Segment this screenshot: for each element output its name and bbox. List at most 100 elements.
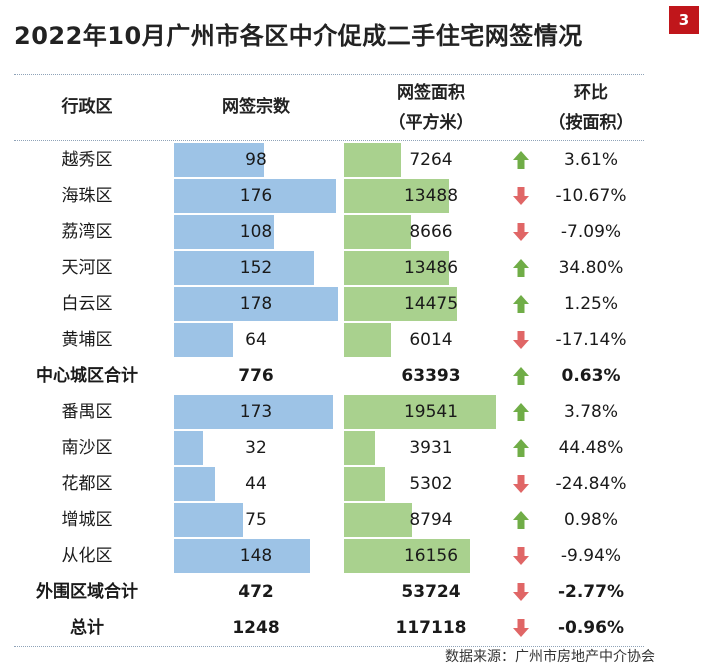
arrow-up-icon (513, 439, 529, 457)
area-bar (344, 143, 401, 177)
header-rule (14, 140, 644, 141)
arrow-down-icon (513, 475, 529, 493)
table-row: 南沙区 32 3931 44.48% (0, 430, 707, 466)
change-value: 3.78% (563, 402, 618, 422)
header-district: 行政区 (61, 97, 113, 117)
table-row: 黄埔区 64 6014 -17.14% (0, 322, 707, 358)
table-row: 花都区 44 5302 -24.84% (0, 466, 707, 502)
page-title: 2022年10月广州市各区中介促成二手住宅网签情况 (14, 22, 583, 50)
district-name: 南沙区 (61, 438, 113, 458)
count-bar (174, 467, 215, 501)
count-value: 178 (239, 294, 273, 314)
change-value: -24.84% (555, 474, 627, 494)
arrow-down-icon (513, 223, 529, 241)
area-value: 6014 (409, 330, 453, 350)
count-value: 44 (245, 474, 267, 494)
table-row: 荔湾区 108 8666 -7.09% (0, 214, 707, 250)
top-rule (14, 74, 644, 75)
area-bar (344, 215, 411, 249)
subtotal-row: 外围区域合计 472 53724 -2.77% (0, 574, 707, 610)
district-name: 海珠区 (61, 186, 113, 206)
area-value: 16156 (403, 546, 459, 566)
district-name: 中心城区合计 (36, 366, 138, 386)
arrow-up-icon (513, 151, 529, 169)
district-name: 从化区 (61, 546, 113, 566)
area-value: 7264 (409, 150, 453, 170)
area-value: 13488 (403, 186, 459, 206)
table-row: 从化区 148 16156 -9.94% (0, 538, 707, 574)
count-value: 472 (238, 582, 274, 602)
change-value: -0.96% (557, 618, 625, 638)
district-name: 黄埔区 (61, 330, 113, 350)
district-name: 花都区 (61, 474, 113, 494)
header-change-line2: （按面积） (548, 113, 634, 133)
arrow-up-icon (513, 511, 529, 529)
table-row: 海珠区 176 13488 -10.67% (0, 178, 707, 214)
district-name: 白云区 (61, 294, 113, 314)
area-bar (344, 287, 457, 321)
arrow-down-icon (513, 547, 529, 565)
district-name: 荔湾区 (61, 222, 113, 242)
table-row: 番禺区 173 19541 3.78% (0, 394, 707, 430)
count-value: 1248 (232, 618, 280, 638)
count-bar (174, 323, 233, 357)
table-row: 越秀区 98 7264 3.61% (0, 142, 707, 178)
count-value: 75 (245, 510, 267, 530)
change-value: 1.25% (563, 294, 618, 314)
change-value: 0.63% (561, 366, 621, 386)
arrow-down-icon (513, 583, 529, 601)
area-bar (344, 431, 375, 465)
change-value: -7.09% (560, 222, 622, 242)
subtotal-row: 总计 1248 117118 -0.96% (0, 610, 707, 646)
count-value: 776 (238, 366, 274, 386)
district-name: 总计 (70, 618, 104, 638)
header-area-line2: （平方米） (388, 113, 474, 133)
page-number-badge: 3 (669, 6, 699, 34)
bottom-rule (14, 646, 644, 647)
arrow-up-icon (513, 403, 529, 421)
area-value: 53724 (401, 582, 461, 602)
arrow-up-icon (513, 367, 529, 385)
arrow-down-icon (513, 619, 529, 637)
count-bar (174, 395, 333, 429)
area-value: 117118 (395, 618, 467, 638)
change-value: 44.48% (558, 438, 624, 458)
area-value: 8666 (409, 222, 453, 242)
count-value: 152 (239, 258, 273, 278)
arrow-down-icon (513, 331, 529, 349)
area-value: 5302 (409, 474, 453, 494)
header-change-line1: 环比 (574, 83, 608, 103)
change-value: 34.80% (558, 258, 624, 278)
header-area-line1: 网签面积 (397, 83, 465, 103)
subtotal-row: 中心城区合计 776 63393 0.63% (0, 358, 707, 394)
count-bar (174, 143, 264, 177)
change-value: -10.67% (555, 186, 627, 206)
change-value: -2.77% (557, 582, 625, 602)
district-name: 天河区 (61, 258, 113, 278)
count-bar (174, 431, 203, 465)
source-note: 数据来源：广州市房地产中介协会 (445, 649, 655, 665)
area-value: 13486 (403, 258, 459, 278)
count-bar (174, 179, 336, 213)
arrow-down-icon (513, 187, 529, 205)
area-value: 63393 (401, 366, 461, 386)
area-value: 8794 (409, 510, 453, 530)
table-row: 增城区 75 8794 0.98% (0, 502, 707, 538)
area-value: 3931 (409, 438, 453, 458)
area-bar (344, 179, 449, 213)
count-bar (174, 503, 243, 537)
area-bar (344, 395, 496, 429)
change-value: 3.61% (563, 150, 618, 170)
count-bar (174, 251, 314, 285)
count-value: 98 (245, 150, 267, 170)
district-name: 外围区域合计 (36, 582, 138, 602)
count-value: 108 (239, 222, 273, 242)
count-value: 148 (239, 546, 273, 566)
area-value: 19541 (403, 402, 459, 422)
area-bar (344, 503, 412, 537)
table-row: 天河区 152 13486 34.80% (0, 250, 707, 286)
header-count: 网签宗数 (222, 97, 290, 117)
area-bar (344, 539, 470, 573)
district-name: 增城区 (61, 510, 113, 530)
area-value: 14475 (403, 294, 459, 314)
